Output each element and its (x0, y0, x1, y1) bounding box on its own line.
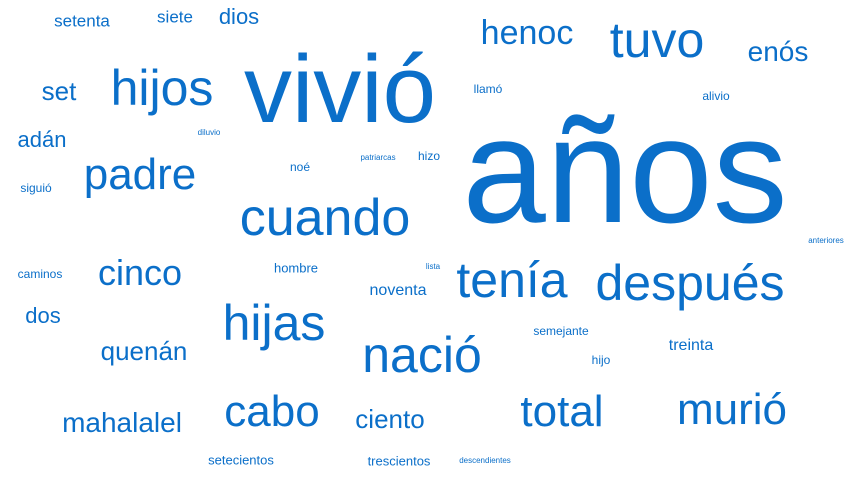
word-anteriores: anteriores (808, 236, 844, 245)
word-padre: padre (83, 150, 197, 199)
word-trescientos: trescientos (367, 453, 431, 469)
word-noventa: noventa (369, 282, 427, 299)
word-vivio: vivió (243, 36, 437, 143)
word-henoc: henoc (480, 14, 574, 52)
word-cuando: cuando (239, 189, 411, 247)
word-hijos: hijos (110, 60, 214, 116)
word-despues: después (595, 255, 785, 311)
word-murio: murió (676, 385, 788, 434)
word-setenta: setenta (54, 11, 110, 31)
word-lista: lista (425, 262, 441, 271)
word-dos: dos (25, 303, 61, 328)
word-dios: dios (218, 4, 260, 29)
word-siete: siete (157, 7, 193, 27)
word-hombre: hombre (273, 260, 319, 276)
word-siguio: siguió (20, 181, 52, 195)
word-ciento: ciento (355, 404, 425, 434)
word-enos: enós (747, 36, 809, 67)
word-setecientos: setecientos (208, 452, 274, 468)
word-treinta: treinta (668, 337, 714, 354)
word-diluvio: diluvio (197, 128, 221, 137)
word-hijo: hijo (591, 353, 611, 367)
word-mahalalel: mahalalel (62, 407, 182, 438)
word-hizo: hizo (417, 149, 441, 163)
word-tuvo: tuvo (609, 12, 705, 68)
word-noe: noé (289, 160, 311, 174)
word-cinco: cinco (97, 252, 183, 293)
word-llamo: llamó (473, 82, 503, 96)
word-nacio: nació (362, 327, 482, 383)
word-anos: años (462, 86, 788, 254)
word-quenan: quenán (100, 336, 188, 366)
word-set: set (41, 76, 77, 106)
word-cabo: cabo (224, 387, 320, 436)
word-tenia: tenía (456, 252, 568, 308)
word-total: total (520, 387, 604, 436)
word-adan: adán (17, 127, 67, 152)
word-caminos: caminos (17, 267, 63, 281)
word-alivio: alivio (702, 89, 730, 103)
word-hijas: hijas (222, 295, 326, 351)
word-semejante: semejante (533, 324, 589, 338)
word-patriarcas: patriarcas (360, 153, 396, 162)
word-descendientes: descendientes (459, 456, 511, 465)
